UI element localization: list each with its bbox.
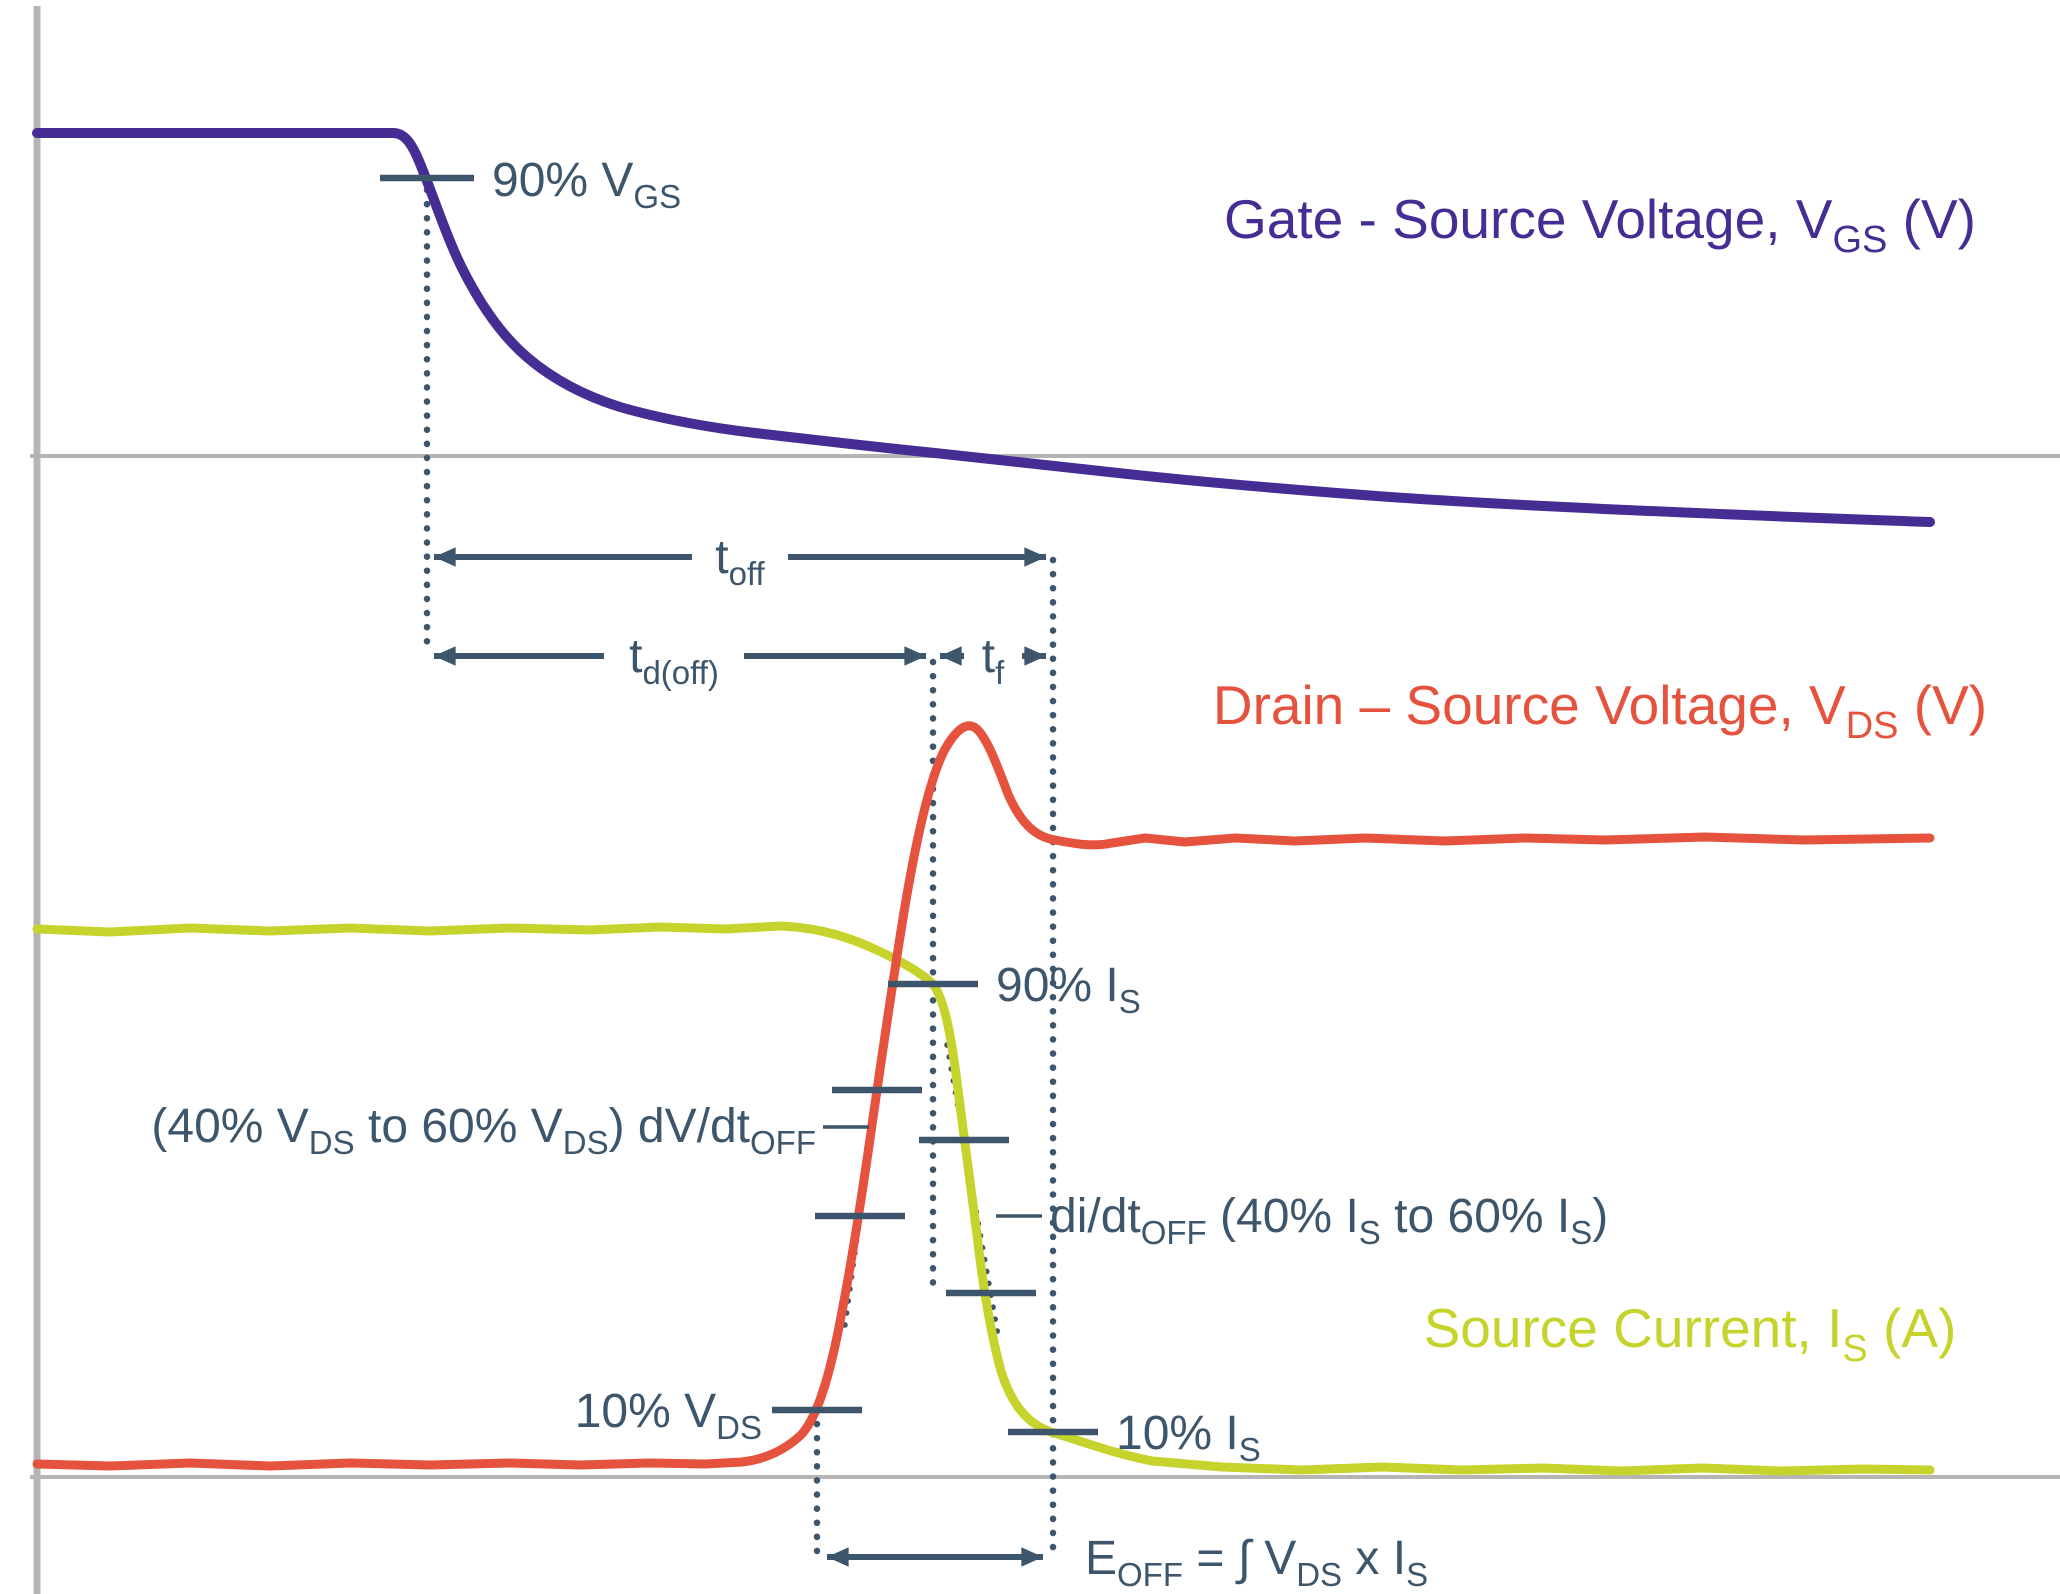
vds-10-label: 10% VDS — [575, 1385, 762, 1446]
drain-source-voltage-label: Drain – Source Voltage, VDS (V) — [1213, 674, 1987, 747]
is-90-label: 90% IS — [996, 959, 1141, 1020]
vgs-curve — [32, 128, 1935, 527]
toff-label: toff — [715, 531, 765, 592]
didt-label: di/dtOFF (40% IS to 60% IS) — [1050, 1190, 1608, 1251]
is-10-label: 10% IS — [1116, 1407, 1261, 1468]
is-curve — [32, 921, 1935, 1476]
dvdt-label: (40% VDS to 60% VDS) dV/dtOFF — [151, 1100, 816, 1161]
vds-curve — [32, 721, 1935, 1471]
tdoff-label: td(off) — [629, 630, 719, 691]
source-current-label: Source Current, IS (A) — [1424, 1297, 1957, 1370]
tf-label: tf — [982, 630, 1005, 691]
gate-source-voltage-label: Gate - Source Voltage, VGS (V) — [1224, 188, 1976, 261]
eoff-label: EOFF = ∫ VDS x IS — [1085, 1532, 1428, 1593]
vgs-90-label: 90% VGS — [492, 154, 681, 215]
